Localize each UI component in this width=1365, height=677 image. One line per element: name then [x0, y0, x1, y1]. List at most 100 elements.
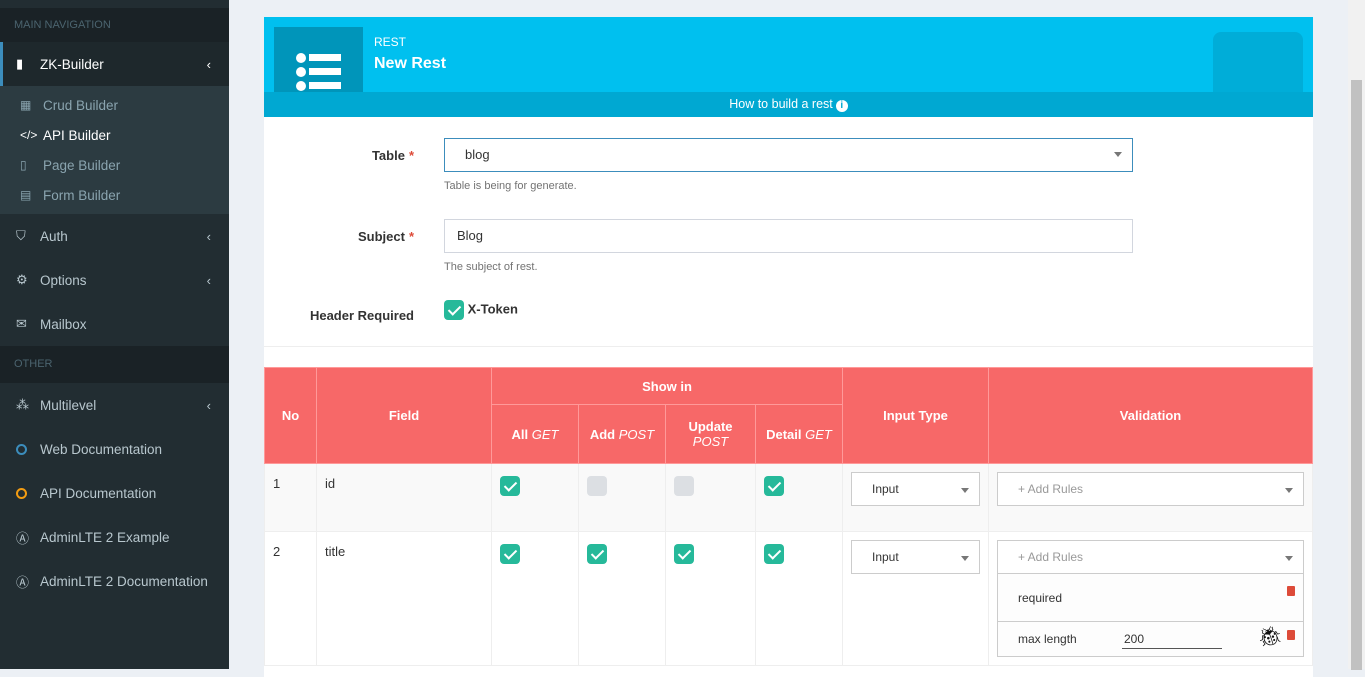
sidebar-item-options[interactable]: ⚙ Options ‹ [0, 258, 229, 302]
scrollbar[interactable] [1348, 0, 1365, 670]
sidebar-item-label: Options [40, 272, 87, 288]
sidebar-item-crud-builder[interactable]: ▦ Crud Builder [0, 90, 229, 120]
gears-icon: ⚙ [16, 272, 28, 287]
sidebar-item-form-builder[interactable]: ▤ Form Builder [0, 180, 229, 210]
input-type-select[interactable]: Input [851, 472, 980, 506]
sidebar-item-label: AdminLTE 2 Documentation [40, 573, 208, 589]
sidebar-item-multilevel[interactable]: ⁂ Multilevel ‹ [0, 383, 229, 427]
checkbox-detail[interactable] [764, 476, 784, 496]
sidebar-item-label: API Builder [43, 127, 111, 143]
checkbox-update[interactable] [674, 476, 694, 496]
detail-cell [755, 531, 843, 666]
table-label: Table * [371, 148, 414, 163]
file-icon: ▯ [20, 158, 27, 172]
shield-icon: ⛉ [16, 228, 26, 243]
col-field: Field [316, 367, 492, 464]
rest-form-box: REST New Rest How to build a rest i Table… [264, 17, 1313, 677]
sidebar-item-page-builder[interactable]: ▯ Page Builder [0, 150, 229, 180]
sidebar-item-api-documentation[interactable]: API Documentation [0, 471, 229, 515]
sidebar-item-api-builder[interactable]: </> API Builder [0, 120, 229, 150]
howto-link[interactable]: How to build a rest i [264, 92, 1313, 117]
all-cell [491, 463, 579, 532]
row-field: title [316, 531, 492, 666]
sidebar-item-auth[interactable]: ⛉ Auth ‹ [0, 214, 229, 258]
rule-name: required [1018, 590, 1063, 605]
page-title: New Rest [374, 55, 447, 72]
fields-table: No Field Show in Input Type Validation A… [264, 367, 1313, 666]
caret-down-icon [1114, 152, 1122, 161]
all-cell [491, 531, 579, 666]
add-cell [578, 531, 666, 666]
rule-name: max length [1018, 632, 1077, 646]
checkbox-all[interactable] [500, 476, 520, 496]
input-type-select[interactable]: Input [851, 540, 980, 574]
zk-builder-submenu: ▦ Crud Builder </> API Builder ▯ Page Build… [0, 86, 229, 214]
trash-icon[interactable] [1287, 586, 1295, 596]
subject-help: The subject of rest. [444, 261, 538, 273]
sidebar: MAIN NAVIGATION ▮ ZK-Builder ‹ ▦ Crud Build… [0, 0, 229, 669]
trash-icon[interactable] [1287, 630, 1295, 640]
rule-required: required [998, 574, 1303, 622]
add-rules-select[interactable]: + Add Rules [997, 540, 1304, 574]
col-validation: Validation [988, 367, 1313, 464]
sidebar-item-mailbox[interactable]: ✉ Mailbox [0, 302, 229, 346]
list-alt-icon [1213, 32, 1303, 102]
sidebar-item-label: Web Documentation [40, 441, 163, 457]
col-no: No [264, 367, 317, 464]
subject-label: Subject * [357, 229, 414, 244]
header-subtitle: REST [374, 35, 407, 49]
sidebar-item-zk-builder[interactable]: ▮ ZK-Builder ‹ [0, 42, 229, 86]
header-required-label: Header Required [309, 308, 414, 323]
table-select[interactable]: blog [444, 138, 1133, 172]
sidebar-item-adminlte-documentation[interactable]: Ⓐ AdminLTE 2 Documentation [0, 559, 229, 603]
table-icon: ▦ [20, 98, 32, 112]
building-icon: ▮ [16, 56, 24, 71]
info-icon: i [835, 100, 848, 112]
checkbox-update[interactable] [674, 544, 694, 564]
x-token-checkbox[interactable]: X-Token [444, 300, 518, 320]
x-token-label: X-Token [467, 301, 518, 317]
col-update-post: Update POST [665, 404, 756, 464]
checkbox-add[interactable] [587, 544, 607, 564]
add-rules-select[interactable]: + Add Rules [997, 472, 1304, 506]
adminlte-icon: Ⓐ [16, 530, 30, 546]
sitemap-icon: ⁂ [16, 397, 29, 412]
add-cell [578, 463, 666, 532]
checkbox-detail[interactable] [764, 544, 784, 564]
max-length-input[interactable]: 200 [1122, 630, 1222, 649]
sidebar-item-label: Page Builder [43, 157, 121, 173]
chevron-left-icon: ‹ [206, 272, 211, 288]
sidebar-item-label: AdminLTE 2 Example [40, 529, 170, 545]
sidebar-item-label: Auth [40, 228, 68, 244]
sidebar-item-label: Multilevel [40, 397, 97, 413]
sidebar-item-label: Crud Builder [43, 97, 119, 113]
update-cell [665, 463, 756, 532]
sidebar-item-web-documentation[interactable]: Web Documentation [0, 427, 229, 471]
form-icon: ▤ [20, 188, 32, 202]
subject-input[interactable]: Blog [444, 219, 1133, 253]
row-no: 1 [264, 463, 317, 532]
howto-text: How to build a rest [729, 97, 833, 111]
main-navigation-header: MAIN NAVIGATION [0, 8, 229, 42]
bug-icon[interactable]: 🐞︎ [1257, 626, 1283, 648]
checkbox-add[interactable] [587, 476, 607, 496]
adminlte-icon: Ⓐ [16, 574, 30, 590]
sidebar-item-label: Form Builder [43, 187, 121, 203]
scrollbar-thumb[interactable] [1351, 80, 1362, 670]
row-no: 2 [264, 531, 317, 666]
checkbox-all[interactable] [500, 544, 520, 564]
sidebar-item-label: API Documentation [40, 485, 157, 501]
col-input-type: Input Type [842, 367, 989, 464]
sidebar-item-adminlte-example[interactable]: Ⓐ AdminLTE 2 Example [0, 515, 229, 559]
chevron-left-icon: ‹ [206, 56, 211, 72]
col-add-post: Add POST [578, 404, 666, 464]
update-cell [665, 531, 756, 666]
checkbox-checked[interactable] [444, 300, 464, 320]
sidebar-item-label: Mailbox [40, 316, 87, 332]
circle-icon [16, 443, 27, 455]
col-show-in: Show in [491, 367, 843, 405]
code-icon: </> [20, 128, 38, 142]
detail-cell [755, 463, 843, 532]
circle-icon [16, 487, 27, 499]
chevron-left-icon: ‹ [206, 228, 211, 244]
